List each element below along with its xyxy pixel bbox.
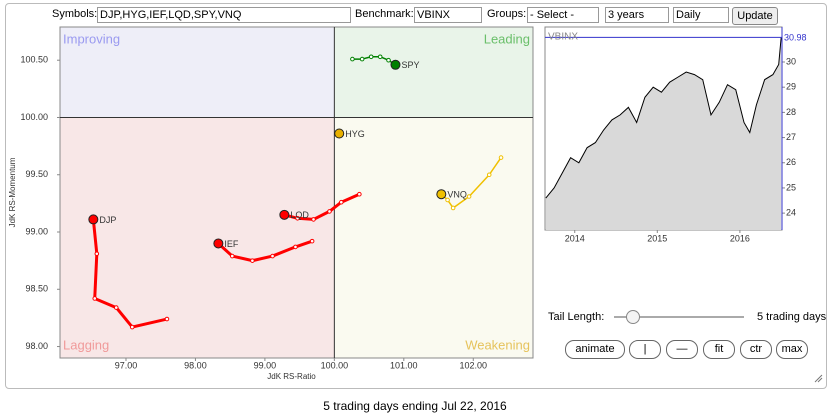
bench-area [545,37,782,231]
x-tick-label: 2016 [730,233,750,243]
head-marker [436,189,447,200]
tail-marker [311,217,316,222]
head-marker [279,209,290,220]
tail-marker [357,191,362,197]
series-label: LQD [290,210,309,220]
benchmark-input[interactable]: VBINX [414,7,482,23]
control-button[interactable]: fit [703,340,735,359]
quadrant-label: Lagging [63,337,109,352]
tail-marker [386,57,391,63]
tail-line [217,239,313,263]
control-button[interactable]: ctr [740,340,772,359]
tail-marker [466,194,472,199]
y-axis-label: JdK RS-Momentum [8,157,17,227]
tail-marker [309,238,315,244]
bench-title: VBINX [548,32,578,43]
tail-marker [445,197,450,203]
quadrant [60,27,335,118]
series-label: HYG [345,129,365,139]
x-tick-label: 2015 [647,233,667,243]
tail-marker [486,172,492,178]
footer: 5 trading days ending Jul 22, 2016 [323,399,507,413]
tail-length-value: 5 trading days [757,311,827,323]
tail-marker [129,324,135,330]
tail-marker [450,205,456,211]
period-select[interactable]: 3 years [605,7,669,23]
x-tick-label: 97.00 [115,360,138,370]
head-marker [334,128,345,139]
quadrant [60,117,335,358]
y-tick-label: 26 [786,157,796,167]
symbols-label: Symbols: [52,8,98,20]
y-tick-label: 28 [786,107,796,117]
resize-handle [814,374,823,383]
x-tick-label: 2014 [565,233,585,243]
control-button[interactable]: | [629,340,661,359]
y-tick-label: 27 [786,132,796,142]
quadrant-label: Leading [484,31,530,46]
tail-marker [94,251,100,257]
x-tick-label: 102.00 [460,360,488,370]
x-tick-label: 98.00 [184,360,207,370]
series-label: DJP [99,215,116,225]
x-tick-label: 99.00 [254,360,277,370]
y-tick-label: 99.00 [25,226,48,236]
tail-length-label: Tail Length: [548,311,605,323]
tail-marker [164,316,170,322]
tail-marker [368,54,374,60]
bench-line [545,37,782,199]
tail-marker [250,258,255,263]
y-tick-label: 98.00 [25,341,48,351]
y-tick-label: 100.50 [20,55,48,65]
x-tick-label: 101.00 [390,360,418,370]
tail-marker [498,155,504,160]
tail-marker [327,209,332,214]
symbols-input[interactable]: DJP,HYG,IEF,LQD,SPY,VNQ [97,7,351,23]
frequency-select[interactable]: Daily [673,7,729,23]
benchmark-label: Benchmark: [355,8,414,20]
y-tick-label: 25 [786,182,796,192]
quadrant-label: Improving [63,31,120,46]
series-label: VNQ [447,190,467,200]
tail-marker [359,56,365,62]
control-button[interactable]: animate [565,340,625,359]
tail-marker [270,253,275,259]
series-label: IEF [224,239,239,249]
quadrant [334,27,533,118]
tail-marker [350,56,355,62]
x-axis-label: JdK RS-Ratio [267,372,316,381]
y-tick-label: 29 [786,82,796,92]
quadrant [334,117,533,358]
y-tick-label: 24 [786,208,796,218]
y-tick-label: 98.50 [25,284,48,294]
last-value-label: 30.98 [784,33,807,43]
tail-marker [229,253,235,259]
tail-marker [92,296,98,301]
tail-slider-track [614,316,744,318]
control-button[interactable]: max [776,340,808,359]
groups-label: Groups: [487,8,527,20]
tail-marker [338,199,344,205]
series-label: SPY [401,60,419,70]
tail-marker [293,244,298,250]
tail-line [91,219,168,329]
update-button[interactable]: Update [732,7,778,25]
head-marker [213,238,224,249]
tail-marker [113,305,119,310]
plot-border [59,26,534,359]
quadrant-label: Weakening [465,337,530,352]
x-tick-label: 100.00 [321,360,349,370]
y-tick-label: 30 [786,56,796,66]
y-tick-label: 99.50 [25,169,48,179]
head-marker [88,214,99,225]
control-button[interactable]: — [666,340,698,359]
y-tick-label: 100.00 [20,112,48,122]
tail-slider-handle[interactable] [626,310,640,324]
tail-marker [295,215,300,221]
tail-marker [377,54,383,60]
groups-select[interactable]: - Select - [527,7,599,23]
head-marker [390,59,401,70]
